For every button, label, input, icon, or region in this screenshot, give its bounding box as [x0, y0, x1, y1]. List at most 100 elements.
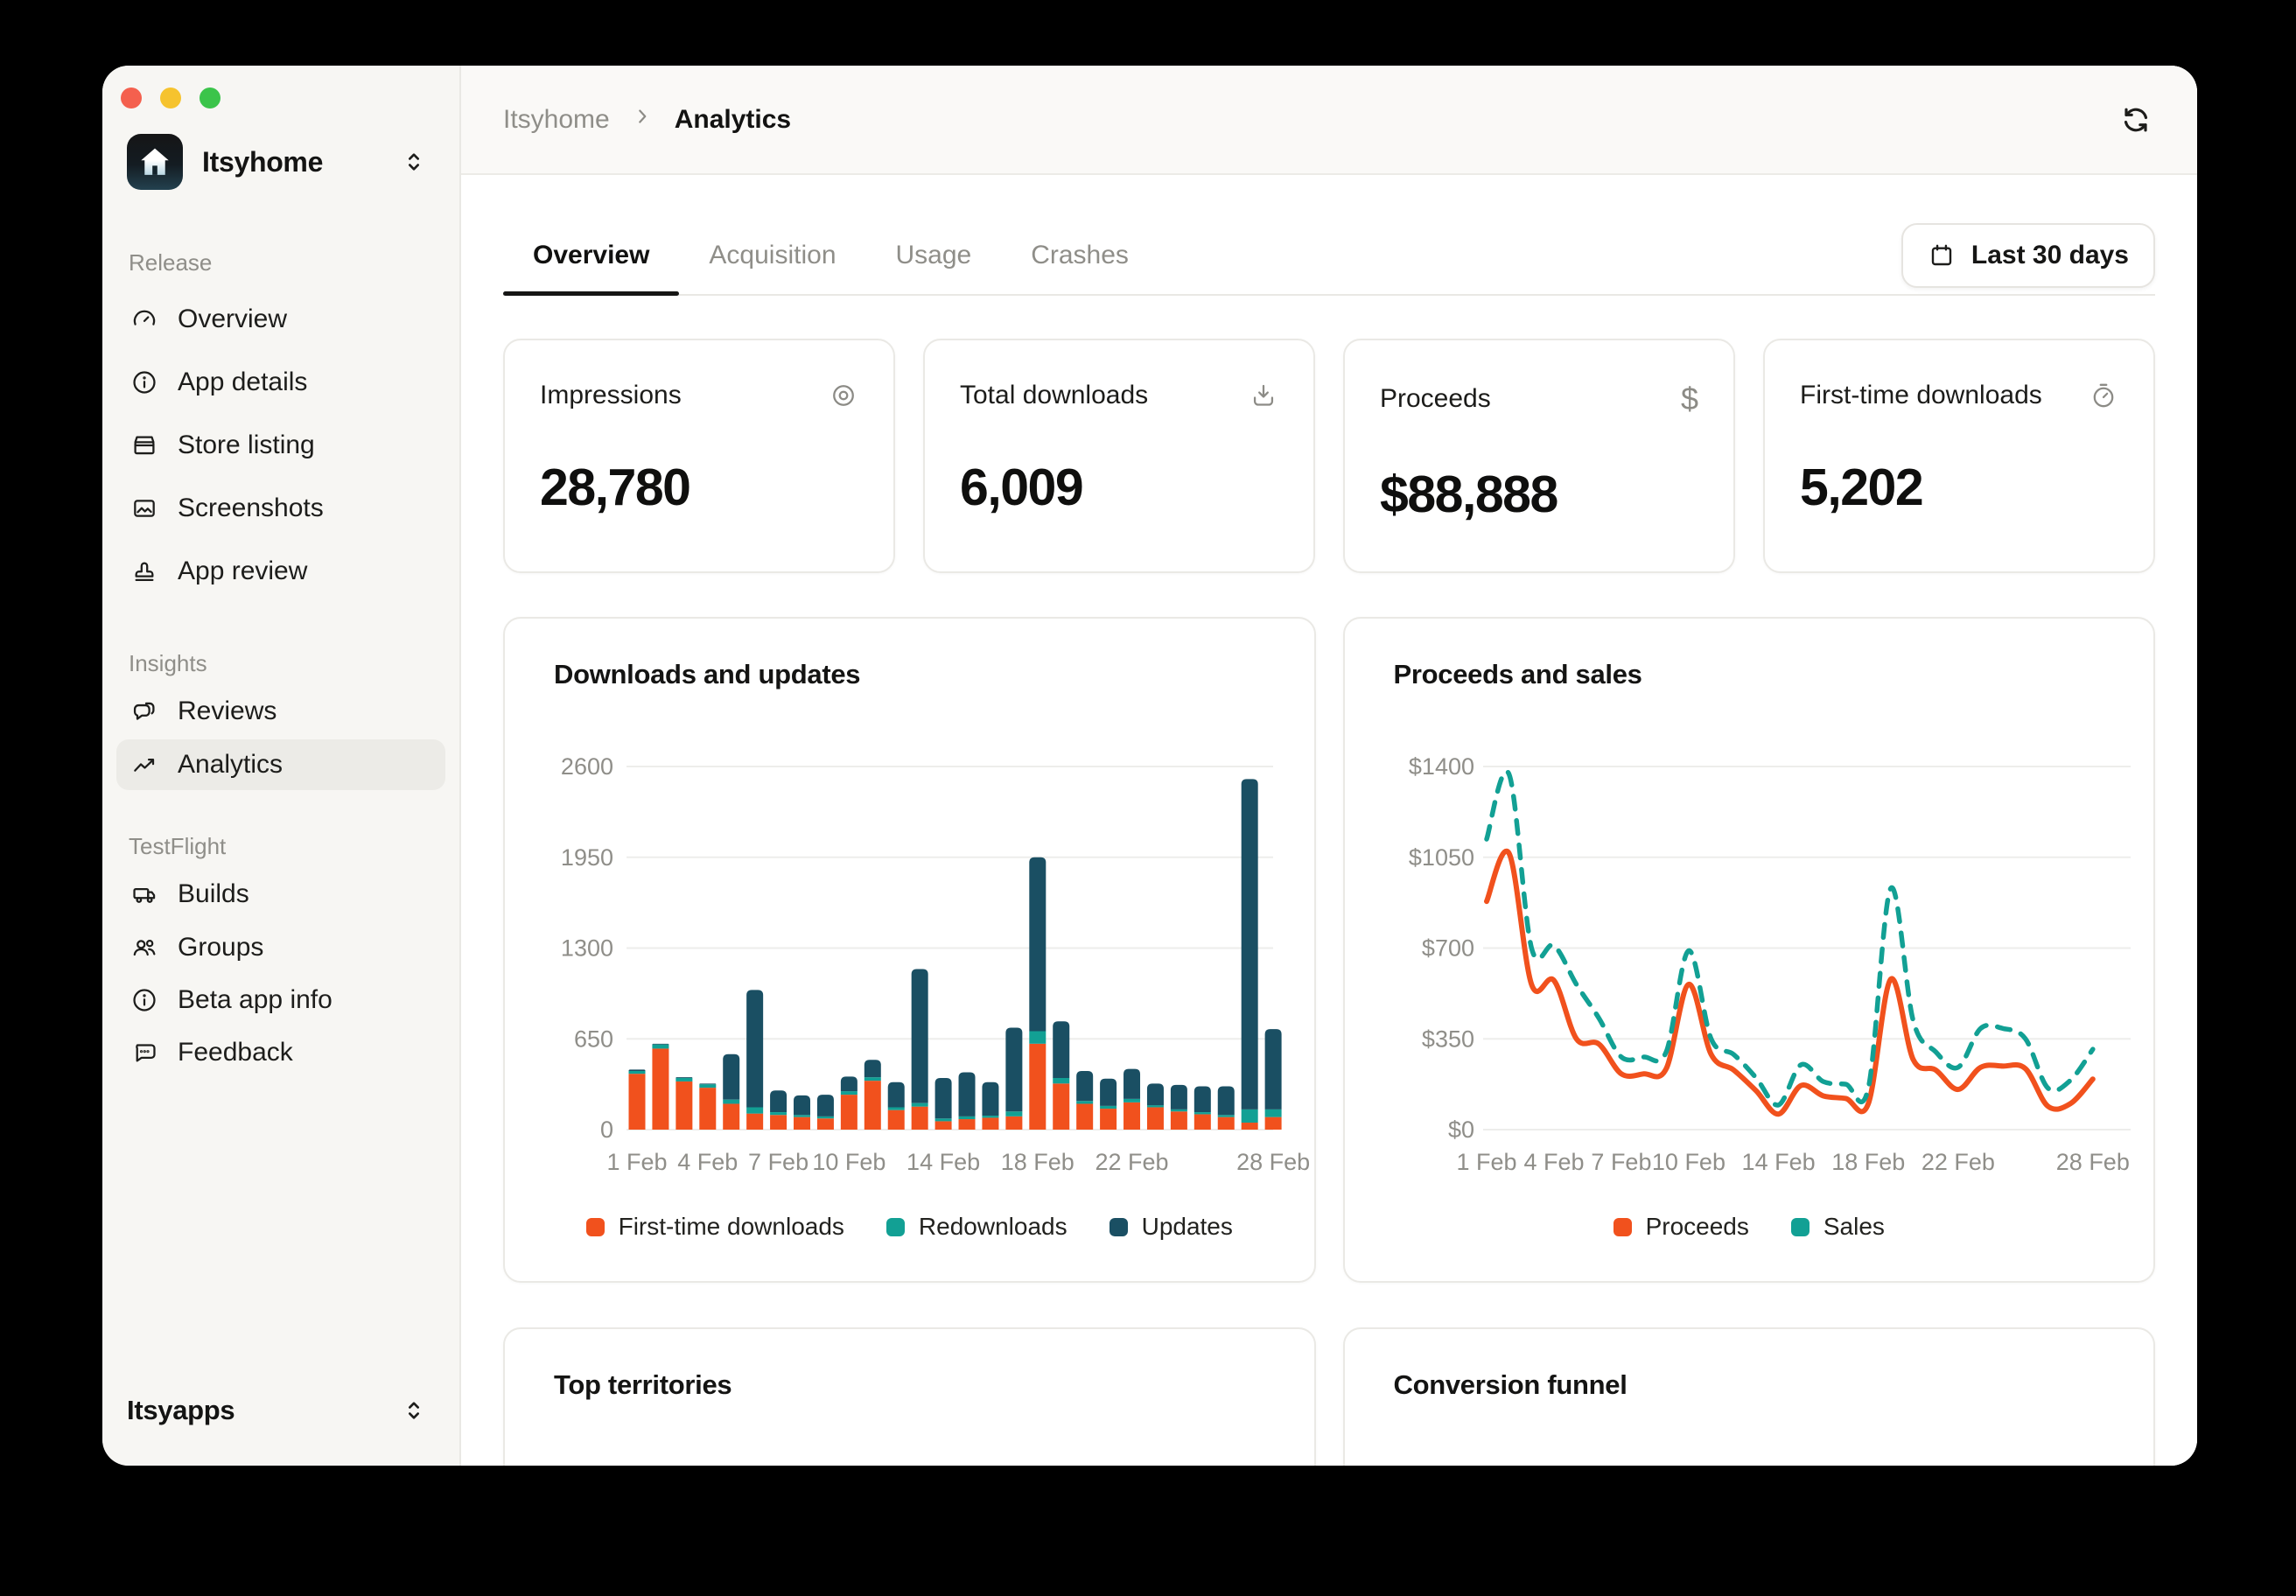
card-title: Top territories: [554, 1369, 732, 1400]
svg-text:10 Feb: 10 Feb: [812, 1149, 886, 1175]
date-range-label: Last 30 days: [1971, 241, 2129, 270]
svg-text:14 Feb: 14 Feb: [1741, 1149, 1815, 1175]
top-header: Itsyhome Analytics: [461, 66, 2197, 175]
traffic-close-button[interactable]: [121, 88, 142, 108]
image-icon: [130, 494, 158, 522]
sidebar-item-overview[interactable]: Overview: [116, 294, 445, 345]
bottom-cards: Top territories Conversion funnel: [503, 1327, 2155, 1466]
sidebar: Itsyhome Release Overview App details St…: [102, 66, 461, 1466]
sidebar-item-label: Builds: [178, 879, 249, 909]
app-window: Itsyhome Release Overview App details St…: [102, 66, 2197, 1466]
storefront-icon: [130, 431, 158, 459]
legend-label: Redownloads: [919, 1213, 1068, 1241]
stat-card-impressions: Impressions 28,780: [503, 339, 895, 573]
sidebar-item-screenshots[interactable]: Screenshots: [116, 483, 445, 534]
info-icon: [130, 986, 158, 1014]
tab-crashes[interactable]: Crashes: [1001, 217, 1158, 294]
sidebar-item-analytics[interactable]: Analytics: [116, 739, 445, 790]
refresh-button[interactable]: [2117, 101, 2155, 139]
sidebar-item-builds[interactable]: Builds: [116, 869, 445, 920]
people-icon: [130, 934, 158, 962]
tabs-bar: Overview Acquisition Usage Crashes Last …: [503, 217, 2155, 296]
chevron-up-down-icon: [400, 1396, 428, 1424]
svg-text:2600: 2600: [561, 753, 613, 780]
sidebar-item-beta-app-info[interactable]: Beta app info: [116, 975, 445, 1026]
tab-acquisition[interactable]: Acquisition: [679, 217, 865, 294]
svg-text:$350: $350: [1421, 1026, 1474, 1052]
svg-text:28 Feb: 28 Feb: [2055, 1149, 2129, 1175]
stat-title: Impressions: [540, 381, 682, 410]
svg-text:10 Feb: 10 Feb: [1651, 1149, 1725, 1175]
stat-card-proceeds: Proceeds $ $88,888: [1343, 339, 1735, 573]
home-app-icon: [127, 134, 183, 190]
sidebar-item-label: Overview: [178, 304, 287, 334]
svg-text:$700: $700: [1421, 935, 1474, 962]
chevron-right-icon: [631, 105, 654, 135]
tab-usage[interactable]: Usage: [866, 217, 1002, 294]
svg-text:18 Feb: 18 Feb: [1001, 1149, 1074, 1175]
tab-overview[interactable]: Overview: [503, 217, 679, 294]
svg-text:28 Feb: 28 Feb: [1236, 1149, 1310, 1175]
org-switcher[interactable]: Itsyapps: [127, 1382, 428, 1438]
sidebar-item-label: Groups: [178, 933, 263, 962]
downloads-chart-card: Downloads and updates 06501300195026001 …: [503, 617, 1316, 1283]
sidebar-item-store-listing[interactable]: Store listing: [116, 420, 445, 471]
date-range-button[interactable]: Last 30 days: [1901, 223, 2155, 288]
org-switcher-label: Itsyapps: [127, 1395, 234, 1426]
downloads-bar-chart: 06501300195026001 Feb4 Feb7 Feb10 Feb14 …: [505, 732, 1317, 1284]
legend-swatch-redownloads: [886, 1218, 905, 1236]
main-panel: Itsyhome Analytics Over: [461, 66, 2197, 1466]
gauge-icon: [130, 305, 158, 333]
screen: Itsyhome Release Overview App details St…: [0, 0, 2296, 1596]
svg-text:650: 650: [574, 1026, 613, 1052]
svg-text:4 Feb: 4 Feb: [1523, 1149, 1584, 1175]
breadcrumb-current: Analytics: [675, 105, 791, 135]
stat-value: 6,009: [960, 458, 1278, 517]
stat-value: 5,202: [1800, 458, 2118, 517]
download-icon: [1249, 381, 1278, 410]
svg-text:1300: 1300: [561, 935, 613, 962]
svg-text:22 Feb: 22 Feb: [1095, 1149, 1168, 1175]
traffic-minimize-button[interactable]: [160, 88, 181, 108]
sidebar-item-app-review[interactable]: App review: [116, 546, 445, 597]
sidebar-item-label: Store listing: [178, 430, 315, 460]
traffic-zoom-button[interactable]: [200, 88, 220, 108]
chart-legend: Proceeds Sales: [1345, 1213, 2154, 1241]
chart-title: Downloads and updates: [554, 659, 860, 690]
app-switcher-label: Itsyhome: [202, 146, 323, 178]
svg-text:7 Feb: 7 Feb: [748, 1149, 808, 1175]
sidebar-item-label: Feedback: [178, 1038, 293, 1068]
sidebar-item-label: Analytics: [178, 750, 283, 780]
svg-text:$0: $0: [1447, 1116, 1474, 1143]
sidebar-item-feedback[interactable]: Feedback: [116, 1027, 445, 1078]
stat-cards: Impressions 28,780 Total downloads: [503, 339, 2155, 573]
sidebar-item-label: Screenshots: [178, 494, 324, 523]
stat-value: 28,780: [540, 458, 858, 517]
sidebar-item-groups[interactable]: Groups: [116, 922, 445, 973]
breadcrumb: Itsyhome Analytics: [503, 105, 791, 135]
app-switcher[interactable]: Itsyhome: [127, 134, 428, 190]
sidebar-item-app-details[interactable]: App details: [116, 357, 445, 408]
sidebar-item-reviews[interactable]: Reviews: [116, 686, 445, 737]
breadcrumb-parent[interactable]: Itsyhome: [503, 105, 610, 135]
top-territories-card: Top territories: [503, 1327, 1316, 1466]
stat-value: $88,888: [1380, 465, 1698, 524]
stat-title: First-time downloads: [1800, 381, 2042, 410]
legend-item: Updates: [1110, 1213, 1233, 1241]
svg-text:0: 0: [600, 1116, 613, 1143]
section-label-insights: Insights: [129, 650, 207, 677]
sidebar-item-label: Beta app info: [178, 985, 332, 1015]
chart-legend: First-time downloads Redownloads Updates: [505, 1213, 1314, 1241]
legend-label: Proceeds: [1646, 1213, 1749, 1241]
stopwatch-icon: [2089, 381, 2118, 410]
legend-label: First-time downloads: [619, 1213, 844, 1241]
stat-card-first-time-downloads: First-time downloads 5,202: [1763, 339, 2155, 573]
stat-title: Proceeds: [1380, 384, 1491, 414]
message-dots-icon: [130, 1039, 158, 1067]
svg-text:14 Feb: 14 Feb: [906, 1149, 980, 1175]
legend-item: Proceeds: [1614, 1213, 1749, 1241]
sidebar-item-label: Reviews: [178, 696, 276, 726]
tabs: Overview Acquisition Usage Crashes: [503, 217, 1158, 294]
legend-item: Redownloads: [886, 1213, 1068, 1241]
trend-line-icon: [130, 751, 158, 779]
